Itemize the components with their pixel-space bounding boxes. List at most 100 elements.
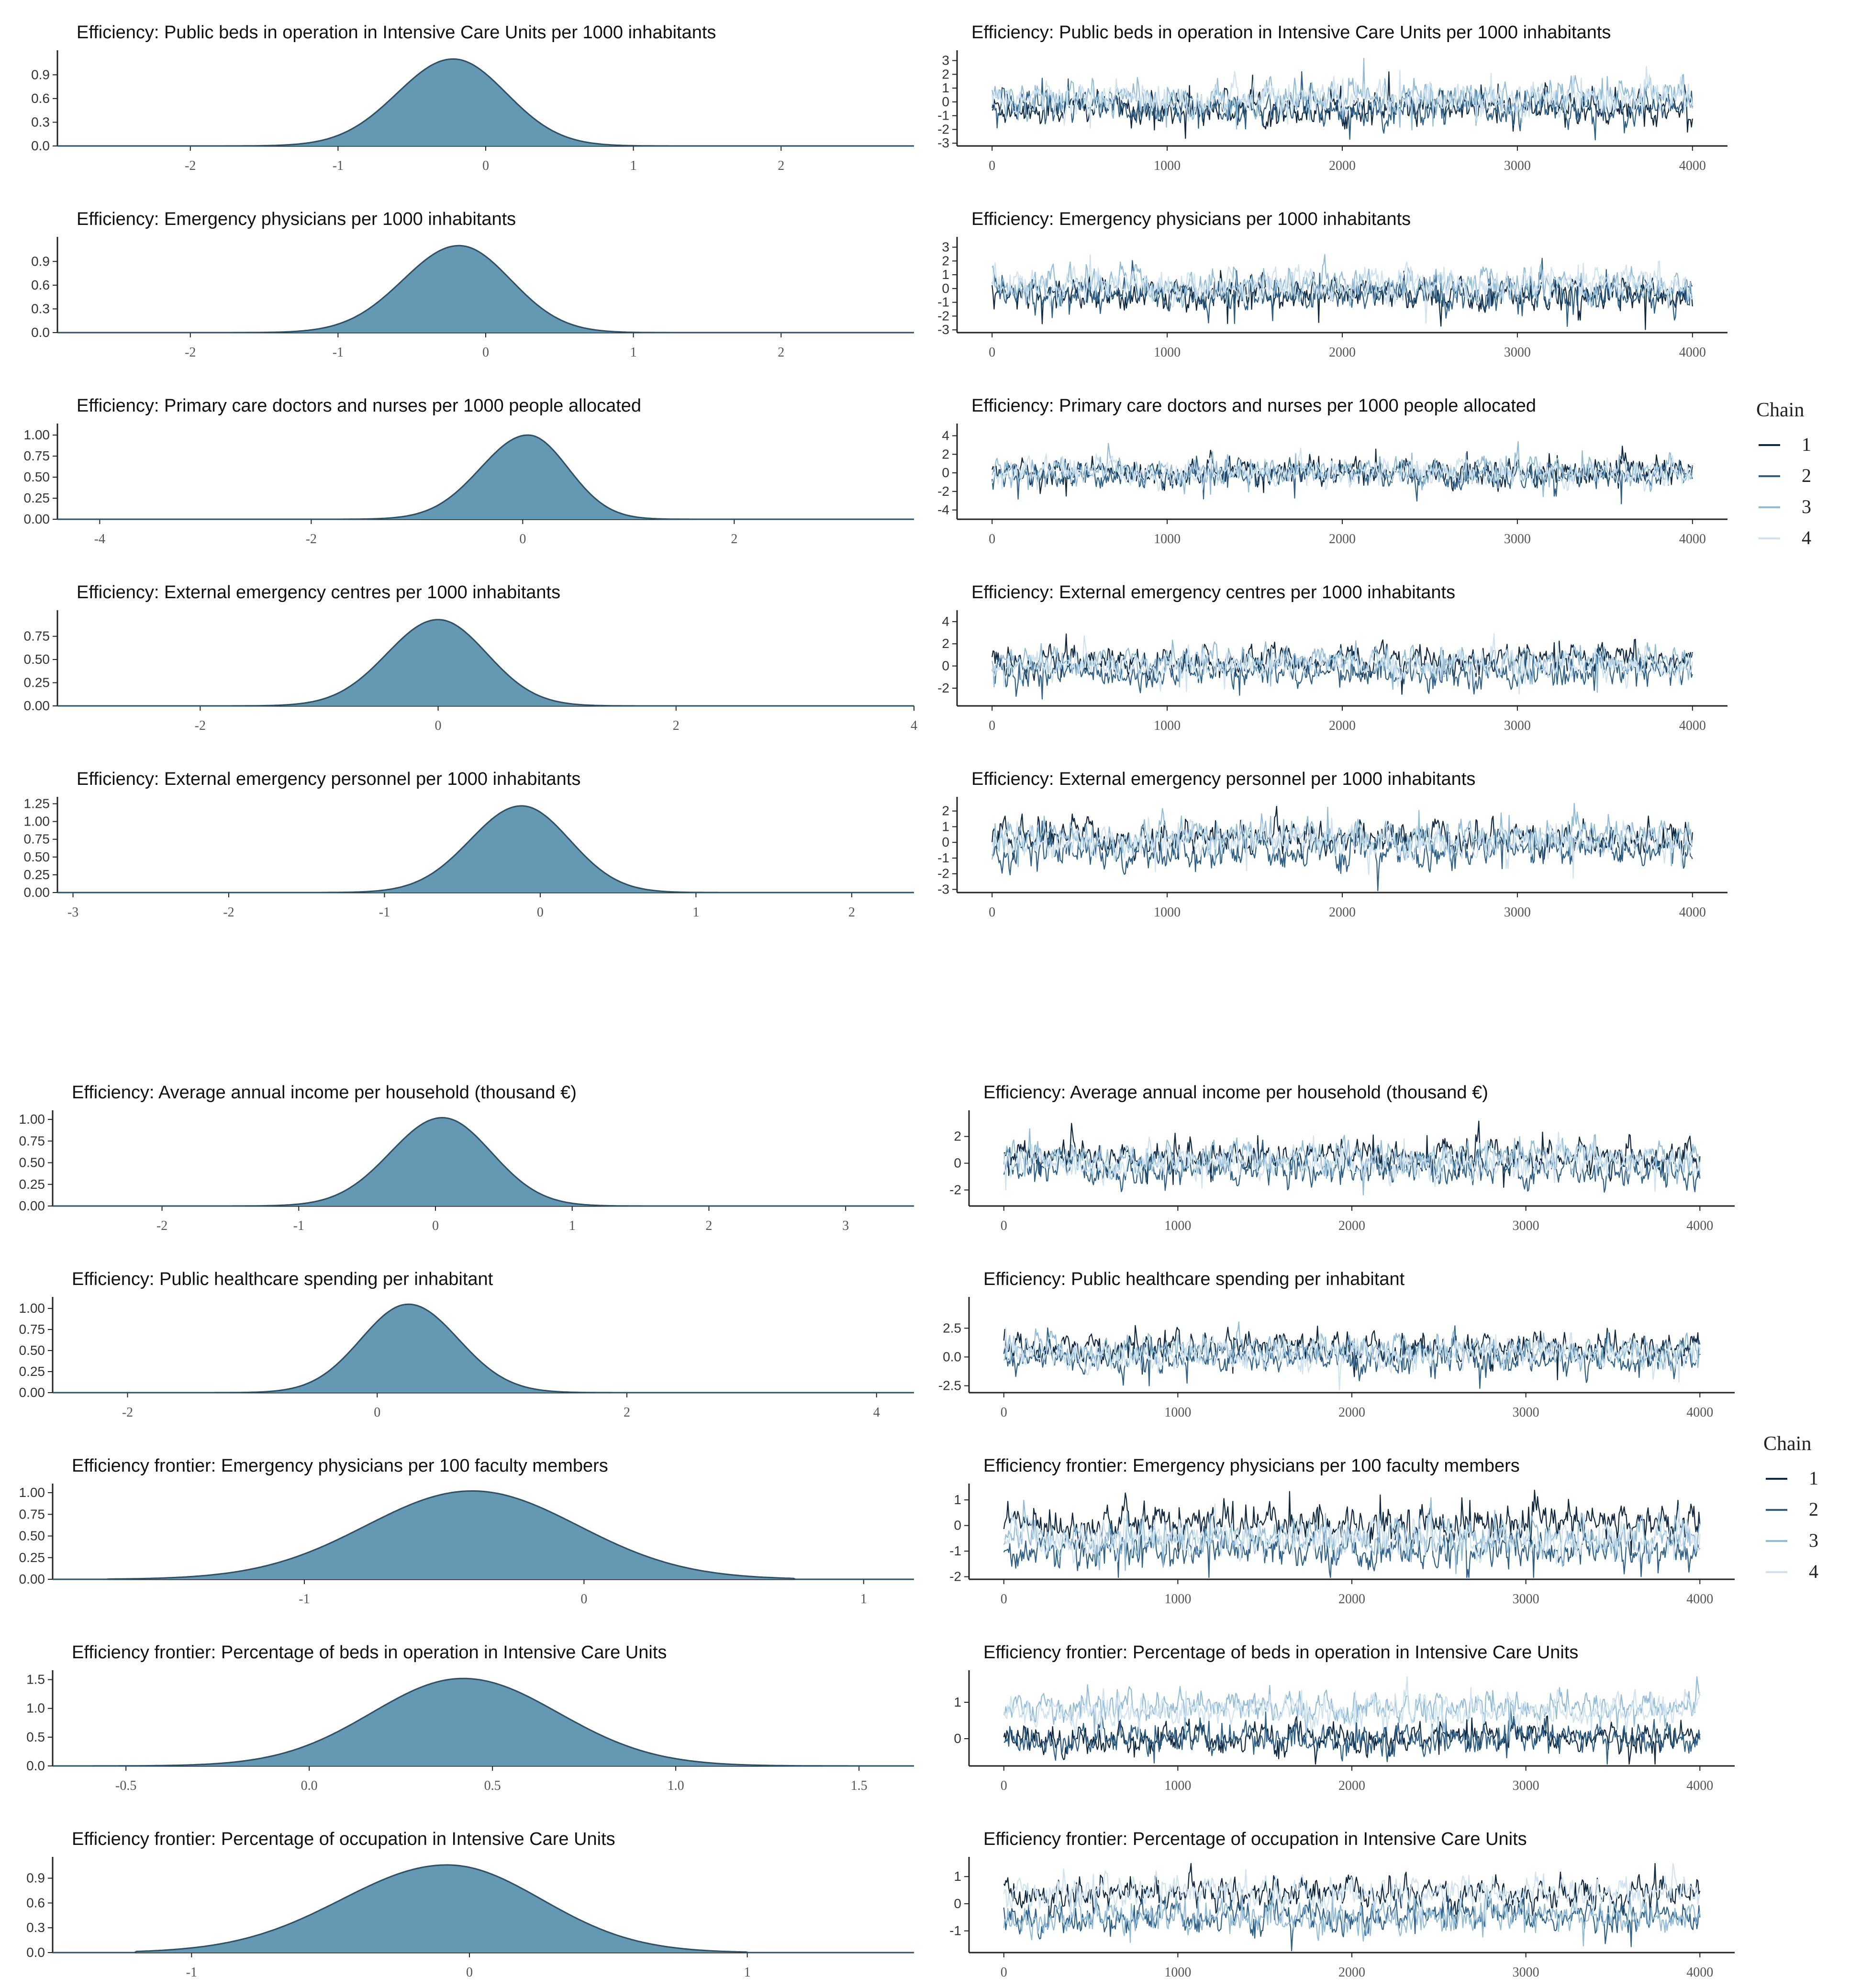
panel-title: Efficiency frontier: Percentage of beds … xyxy=(983,1642,1578,1663)
density-line xyxy=(53,1303,914,1394)
y-tick-label: 0.75 xyxy=(19,1322,45,1337)
legend-label: 4 xyxy=(1802,527,1811,548)
density-panel-10: Efficiency frontier: Percentage of occup… xyxy=(26,1829,914,1980)
trace-chain-4 xyxy=(992,447,1693,492)
x-tick-label: 1.0 xyxy=(668,1778,684,1793)
trace-chain-4 xyxy=(992,817,1693,879)
y-tick-label: 0.9 xyxy=(31,67,50,82)
trace-panel-1: Efficiency: Public beds in operation in … xyxy=(937,22,1727,173)
y-tick-label: 0.75 xyxy=(19,1507,45,1521)
panel-title: Efficiency: External emergency personnel… xyxy=(971,769,1475,789)
trace-chain-3 xyxy=(1003,1128,1701,1195)
x-tick-label: 2 xyxy=(778,345,784,360)
y-tick-label: 0.0 xyxy=(31,325,50,340)
panel-title: Efficiency: Emergency physicians per 100… xyxy=(77,209,516,229)
y-tick-label: 0.0 xyxy=(943,1349,961,1364)
x-tick-label: 0 xyxy=(537,905,544,920)
x-tick-label: 2000 xyxy=(1338,1405,1365,1420)
y-tick-label: 0.00 xyxy=(19,1572,45,1586)
legend-label: 1 xyxy=(1809,1467,1818,1489)
chain-legend-2: Chain 1 2 3 4 xyxy=(1763,1433,1818,1582)
trace-panel-4: Efficiency: External emergency centres p… xyxy=(937,582,1727,733)
x-tick-label: 2 xyxy=(624,1405,630,1420)
trace-panel-9: Efficiency frontier: Percentage of beds … xyxy=(954,1642,1735,1793)
x-tick-label: -2 xyxy=(223,905,234,920)
x-tick-label: 1 xyxy=(630,345,637,360)
x-tick-label: 0 xyxy=(435,718,442,733)
x-tick-label: 0 xyxy=(482,158,489,173)
x-tick-label: 1000 xyxy=(1154,158,1181,173)
x-tick-label: 2 xyxy=(731,532,737,547)
y-tick-label: 0.00 xyxy=(19,1385,45,1400)
x-tick-label: 0 xyxy=(519,532,526,547)
y-tick-label: 1 xyxy=(942,80,949,95)
panel-title: Efficiency: Primary care doctors and nur… xyxy=(971,396,1536,416)
legend-label: 1 xyxy=(1802,434,1811,455)
x-tick-label: 0 xyxy=(989,905,995,920)
y-tick-label: 0.25 xyxy=(24,867,50,882)
y-tick-label: -1 xyxy=(949,1923,961,1938)
y-tick-label: -1 xyxy=(937,108,949,123)
trace-chain-3 xyxy=(1003,1497,1701,1575)
trace-chain-3 xyxy=(1003,1885,1701,1947)
x-tick-label: 2 xyxy=(673,718,680,733)
trace-chain-2 xyxy=(1003,1893,1701,1952)
y-tick-label: 0.3 xyxy=(26,1920,45,1935)
y-tick-label: 0.5 xyxy=(26,1730,45,1744)
y-tick-label: 1 xyxy=(954,1869,961,1884)
panel-title: Efficiency: External emergency centres p… xyxy=(77,582,560,603)
density-line xyxy=(53,1490,914,1580)
x-tick-label: 1000 xyxy=(1154,905,1181,920)
trace-chain-4 xyxy=(992,633,1693,695)
x-tick-label: -3 xyxy=(67,905,78,920)
y-tick-label: 1.00 xyxy=(24,427,50,442)
x-tick-label: 0 xyxy=(432,1218,439,1233)
y-tick-label: 0 xyxy=(954,1896,961,1911)
y-tick-label: 0.50 xyxy=(24,469,50,484)
y-tick-label: 3 xyxy=(942,53,949,68)
x-tick-label: 1 xyxy=(744,1965,751,1980)
y-tick-label: 0.25 xyxy=(24,675,50,690)
x-tick-label: 0 xyxy=(1001,1218,1007,1233)
legend-label: 4 xyxy=(1809,1561,1818,1582)
x-tick-label: 4000 xyxy=(1686,1965,1713,1980)
x-tick-label: 1 xyxy=(692,905,699,920)
density-area xyxy=(53,1304,914,1393)
panel-title: Efficiency frontier: Percentage of occup… xyxy=(72,1829,615,1849)
y-tick-label: 1.25 xyxy=(24,796,50,811)
y-tick-label: 1 xyxy=(942,819,949,834)
x-tick-label: 3 xyxy=(842,1218,849,1233)
x-tick-label: 0 xyxy=(1001,1592,1007,1607)
x-tick-label: 2000 xyxy=(1338,1965,1365,1980)
y-tick-label: 0.50 xyxy=(19,1155,45,1170)
x-tick-label: -1 xyxy=(333,158,344,173)
x-tick-label: 1.5 xyxy=(851,1778,868,1793)
density-panel-1: Efficiency: Public beds in operation in … xyxy=(31,22,914,173)
y-tick-label: 2 xyxy=(942,253,949,268)
legend-title: Chain xyxy=(1763,1433,1811,1455)
y-tick-label: 2 xyxy=(942,804,949,818)
y-tick-label: -2 xyxy=(937,484,949,499)
x-tick-label: 3000 xyxy=(1513,1592,1539,1607)
y-tick-label: 0 xyxy=(954,1156,961,1171)
y-tick-label: -2 xyxy=(949,1569,961,1584)
x-tick-label: 4000 xyxy=(1679,345,1706,360)
y-tick-label: 0.6 xyxy=(31,278,50,292)
x-tick-label: 2000 xyxy=(1329,905,1356,920)
y-tick-label: 1.5 xyxy=(26,1672,45,1687)
x-tick-label: 0 xyxy=(1001,1405,1007,1420)
x-tick-label: -2 xyxy=(195,718,206,733)
trace-chain-2 xyxy=(1003,1708,1701,1765)
x-tick-label: 4000 xyxy=(1679,905,1706,920)
y-tick-label: 0.0 xyxy=(31,138,50,153)
x-tick-label: 3000 xyxy=(1513,1778,1539,1793)
y-tick-label: 0.75 xyxy=(19,1133,45,1148)
density-panel-7: Efficiency: Public healthcare spending p… xyxy=(19,1269,914,1420)
y-tick-label: 4 xyxy=(942,614,949,629)
x-tick-label: -2 xyxy=(156,1218,167,1233)
panel-title: Efficiency: Public beds in operation in … xyxy=(971,22,1611,43)
trace-chain-4 xyxy=(1003,1327,1701,1391)
density-area xyxy=(57,619,914,706)
y-tick-label: 0.00 xyxy=(24,698,50,713)
y-tick-label: 0.6 xyxy=(26,1895,45,1910)
